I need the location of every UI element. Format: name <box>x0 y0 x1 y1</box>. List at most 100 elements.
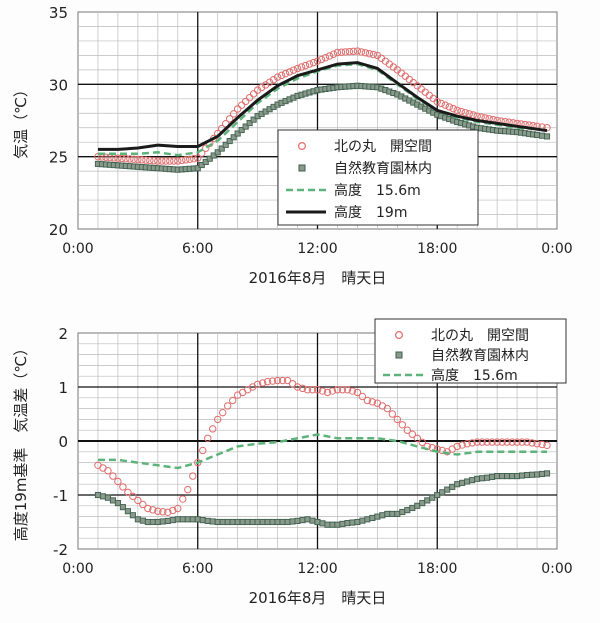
data-point-square <box>184 516 191 523</box>
x-axis-label: 2016年8月 晴天日 <box>249 589 387 607</box>
series-square <box>94 82 551 173</box>
data-point-circle <box>437 99 445 108</box>
data-point-circle <box>361 49 370 57</box>
data-point-square <box>264 518 271 526</box>
data-point-square <box>344 520 351 527</box>
data-point-circle <box>353 47 362 55</box>
data-point-square <box>229 518 236 526</box>
data-point-circle <box>253 86 262 94</box>
data-point-square <box>524 471 531 479</box>
y-axis-label: 高度19m基準 気温差（℃） <box>12 341 30 542</box>
data-point-circle <box>393 415 402 424</box>
y-tick-label: 25 <box>49 149 68 167</box>
data-point-circle <box>154 157 162 165</box>
data-point-circle <box>138 156 146 164</box>
legend-marker-circle <box>298 142 307 151</box>
y-tick-label: 0 <box>58 433 68 451</box>
data-point-circle <box>408 430 417 438</box>
legend-label: 高度 15.6m <box>334 182 421 199</box>
data-point-square <box>424 497 431 504</box>
data-point-square <box>114 500 121 507</box>
data-point-square <box>250 116 257 123</box>
series-circle <box>94 47 551 165</box>
data-point-square <box>543 470 551 477</box>
data-point-square <box>409 504 416 512</box>
data-point-circle <box>353 388 362 397</box>
data-point-square <box>289 518 296 525</box>
data-point-square <box>538 132 546 139</box>
data-point-circle <box>289 66 298 74</box>
legend-label: 自然教育園林内 <box>431 347 529 364</box>
data-point-square <box>169 517 176 524</box>
data-point-square <box>359 517 366 524</box>
data-point-circle <box>281 69 290 78</box>
data-point-circle <box>169 506 177 515</box>
data-point-circle <box>273 376 282 385</box>
data-point-circle <box>119 483 127 491</box>
data-point-circle <box>457 107 465 116</box>
x-tick-label: 0:00 <box>62 561 93 577</box>
data-point-square <box>454 481 461 488</box>
data-point-square <box>219 518 226 526</box>
data-point-circle <box>164 508 172 516</box>
data-point-circle <box>357 48 366 56</box>
data-point-square <box>214 518 221 526</box>
data-point-circle <box>225 115 234 123</box>
data-point-square <box>174 516 181 523</box>
data-point-circle <box>204 434 212 442</box>
data-point-square <box>230 134 237 141</box>
data-point-circle <box>269 76 278 84</box>
data-point-circle <box>228 396 237 405</box>
data-point-circle <box>209 425 217 433</box>
data-point-circle <box>237 101 246 109</box>
y-tick-label: 2 <box>58 325 68 343</box>
data-point-square <box>149 518 156 526</box>
data-point-circle <box>283 376 292 385</box>
data-point-circle <box>473 438 481 446</box>
data-point-circle <box>369 50 378 59</box>
x-tick-label: 12:00 <box>297 561 337 577</box>
data-point-circle <box>543 441 551 450</box>
data-point-circle <box>458 441 466 449</box>
data-point-square <box>274 518 281 526</box>
data-point-square <box>164 517 171 524</box>
data-point-circle <box>194 154 202 162</box>
data-point-circle <box>102 153 110 161</box>
data-point-circle <box>223 402 232 410</box>
data-point-circle <box>317 55 326 64</box>
data-point-circle <box>178 156 186 165</box>
x-axis-label: 2016年8月 晴天日 <box>249 269 387 287</box>
data-point-square <box>499 473 506 480</box>
data-point-circle <box>483 438 491 446</box>
legend-box <box>374 318 567 384</box>
data-point-circle <box>503 438 511 446</box>
data-point-circle <box>261 81 270 89</box>
data-point-square <box>364 516 371 523</box>
data-point-square <box>139 517 146 524</box>
data-point-square <box>394 510 401 517</box>
data-point-square <box>509 473 516 480</box>
data-point-circle <box>150 157 158 165</box>
data-point-square <box>374 513 381 520</box>
data-point-circle <box>388 410 397 418</box>
data-point-circle <box>328 387 337 395</box>
data-point-circle <box>162 157 170 165</box>
data-point-circle <box>182 156 190 164</box>
data-point-square <box>464 478 471 485</box>
data-point-square <box>199 517 206 524</box>
data-point-circle <box>293 64 302 73</box>
data-point-circle <box>453 442 461 451</box>
data-point-circle <box>258 379 267 387</box>
data-point-circle <box>478 438 486 446</box>
data-point-circle <box>297 63 306 71</box>
data-point-square <box>538 470 546 477</box>
data-point-square <box>218 145 225 152</box>
data-point-circle <box>403 426 412 434</box>
data-point-square <box>349 519 356 526</box>
data-point-circle <box>154 507 162 515</box>
temperature-difference-chart: 0:00 6:00 12:00 18:00 0:00 -2 -1 0 1 2 2016年8月 晴天日… <box>12 318 573 607</box>
data-point-circle <box>199 446 207 455</box>
data-point-square <box>279 518 286 526</box>
data-point-circle <box>253 380 262 388</box>
data-point-square <box>246 120 253 127</box>
